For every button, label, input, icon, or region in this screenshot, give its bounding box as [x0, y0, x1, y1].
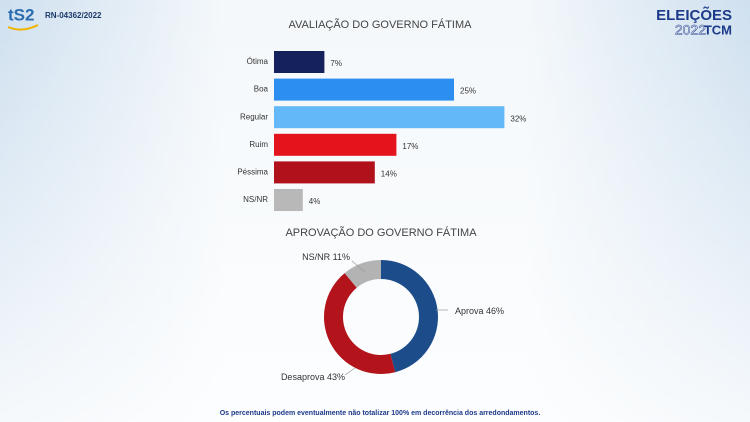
bar — [274, 161, 375, 184]
logo-swoosh — [7, 24, 39, 31]
bar — [274, 133, 397, 156]
brand-title: ELEIÇÕES — [656, 6, 732, 24]
category-label: Boa — [254, 85, 269, 94]
logo: tS2 — [8, 5, 34, 24]
category-label: Desaprova — [281, 372, 325, 382]
donut-segment — [324, 273, 396, 374]
donut-segment — [381, 260, 438, 373]
value-label: 17% — [402, 142, 418, 151]
footnote: Os percentuais podem eventualmente não t… — [220, 410, 541, 417]
category-label: Ruim — [249, 140, 268, 149]
value-label: 11% — [333, 252, 350, 262]
donut-label: NS/NR 11% — [302, 252, 350, 262]
charts: Ótima 7% Boa 25% Regular 32% Ruim 17% Péssima 14%… — [237, 51, 526, 382]
bar-chart-title: AVALIAÇÃO DO GOVERNO FÁTIMA — [289, 18, 473, 31]
donut-label: Desaprova 43% — [281, 372, 345, 382]
brand-channel: TCM — [704, 22, 732, 37]
bar — [274, 78, 454, 101]
category-label: NS/NR — [243, 195, 268, 204]
bar — [274, 106, 505, 129]
category-label: Péssima — [237, 168, 268, 177]
donut-label: Aprova 46% — [455, 306, 504, 316]
category-label: NS/NR — [302, 252, 331, 262]
brand-year: 2022 — [675, 22, 706, 38]
donut-segment — [344, 260, 381, 288]
leader-line — [344, 367, 356, 376]
bar — [274, 189, 303, 211]
leader-line — [351, 260, 366, 273]
value-label: 14% — [381, 170, 397, 179]
category-label: Regular — [240, 112, 268, 121]
category-label: Aprova — [455, 306, 484, 316]
category-label: Ótima — [247, 57, 269, 66]
value-label: 4% — [309, 197, 321, 206]
value-label: 7% — [330, 59, 342, 68]
value-label: 25% — [460, 87, 476, 96]
registration: RN-04362/2022 — [45, 11, 102, 20]
donut-chart-title: APROVAÇÃO DO GOVERNO FÁTIMA — [285, 226, 477, 239]
value-label: 43% — [327, 372, 345, 382]
bar — [274, 51, 325, 73]
value-label: 32% — [510, 114, 526, 123]
value-label: 46% — [486, 306, 504, 316]
